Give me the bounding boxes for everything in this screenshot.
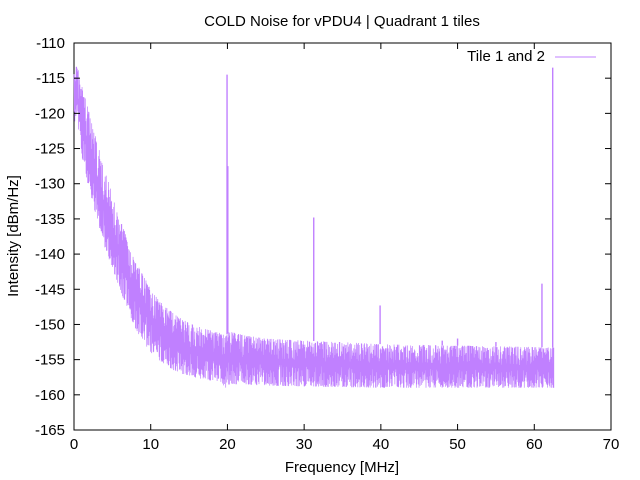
y-tick-label: -140 — [35, 246, 65, 263]
x-tick-label: 20 — [219, 436, 236, 453]
x-tick-label: 70 — [603, 436, 620, 453]
plot-frame — [73, 42, 612, 431]
x-tick-label: 40 — [373, 436, 390, 453]
y-tick-label: -145 — [35, 281, 65, 298]
y-tick-label: -115 — [36, 70, 65, 87]
y-tick-label: -135 — [35, 211, 65, 228]
legend: Tile 1 and 2 — [467, 48, 596, 65]
x-tick-label: 30 — [296, 436, 313, 453]
y-tick-label: -125 — [35, 141, 65, 158]
y-tick-label: -120 — [35, 105, 65, 122]
noise-band — [73, 66, 554, 388]
x-tick-label: 50 — [449, 436, 466, 453]
x-tick-label: 60 — [526, 436, 543, 453]
y-tick-label: -130 — [35, 176, 65, 193]
y-tick-label: -110 — [36, 35, 65, 52]
y-axis-title: Intensity [dBm/Hz] — [5, 175, 22, 297]
series-tile-1-and-2 — [73, 66, 555, 388]
legend-label: Tile 1 and 2 — [467, 48, 545, 65]
x-tick-label: 10 — [142, 436, 159, 453]
y-tick-label: -150 — [35, 316, 65, 333]
x-tick-label: 0 — [70, 436, 78, 453]
y-tick-label: -160 — [35, 387, 65, 404]
y-tick-label: -165 — [35, 422, 65, 439]
x-axis-title: Frequency [MHz] — [285, 459, 399, 476]
chart-title: COLD Noise for vPDU4 | Quadrant 1 tiles — [204, 13, 480, 30]
axis-ticks: 0 10 20 30 40 50 60 70 -165 -160 -155 -150 -145 -140 -… — [35, 35, 619, 453]
y-tick-label: -155 — [35, 352, 65, 369]
